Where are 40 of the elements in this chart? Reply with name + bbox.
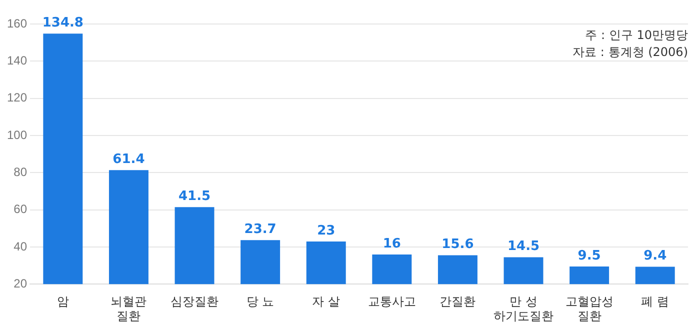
y-tick-label: 40: [14, 239, 28, 254]
data-label: 61.4: [112, 152, 145, 167]
bar: [438, 255, 478, 284]
x-tick-label: 심장질환: [170, 294, 219, 309]
data-label: 23.7: [244, 222, 276, 238]
data-label: 9.4: [644, 248, 667, 264]
bar: [635, 266, 675, 284]
bar: [372, 254, 412, 284]
bar: [43, 34, 83, 284]
x-tick-label: 암: [56, 294, 69, 309]
x-tick-label: 고혈압성 질환: [565, 294, 614, 323]
annotation: 자료 : 통계청 (2006): [572, 44, 688, 61]
y-tick-label: 160: [6, 16, 28, 30]
bar: [306, 241, 346, 284]
bar: [108, 170, 148, 284]
data-label: 9.5: [578, 248, 601, 264]
x-tick-label: 자 살: [312, 294, 340, 309]
data-label: 134.8: [42, 16, 84, 31]
x-tick-label: 간질환: [440, 294, 476, 309]
data-label: 15.6: [442, 237, 474, 252]
x-tick-label: 뇌혈관 질환: [110, 294, 147, 323]
x-tick-label: 만 성 하기도질환: [494, 294, 554, 323]
y-tick-label: 100: [6, 128, 28, 142]
data-label: 14.5: [507, 239, 540, 254]
y-tick-label: 80: [14, 165, 28, 179]
bar: [570, 266, 610, 284]
y-tick-label: 60: [14, 202, 28, 216]
x-tick-label: 교통사고: [368, 294, 416, 309]
x-tick-label: 폐 렴: [641, 294, 670, 309]
y-tick-label: 120: [6, 90, 28, 105]
y-tick-label: 20: [14, 276, 28, 291]
bar: [174, 207, 214, 284]
y-tick-label: 140: [6, 53, 28, 68]
data-label: 16: [382, 236, 401, 252]
bar: [240, 240, 280, 284]
data-label: 41.5: [178, 188, 211, 204]
annotation: 주 : 인구 10만명당: [584, 27, 688, 44]
data-label: 23: [317, 223, 336, 238]
x-tick-label: 당 뇨: [246, 294, 274, 309]
bar: [504, 257, 544, 284]
